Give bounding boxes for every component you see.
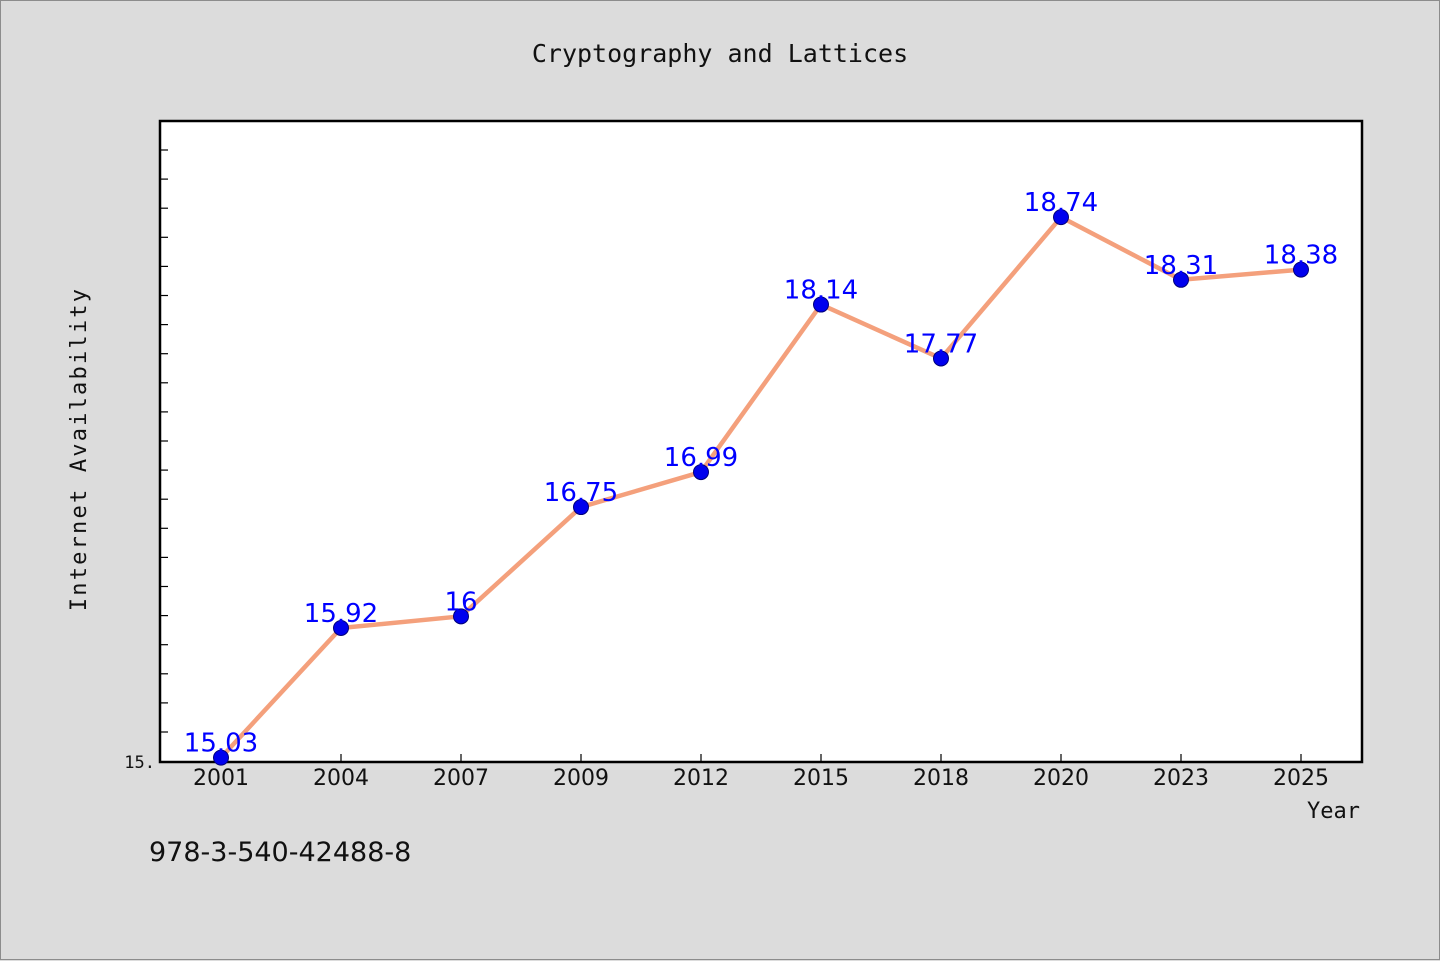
x-tick-label: 2009 bbox=[553, 766, 609, 791]
data-label: 18.38 bbox=[1264, 241, 1338, 271]
data-label: 16 bbox=[444, 587, 477, 617]
data-point bbox=[213, 749, 229, 766]
y-axis-ticks: 15. bbox=[124, 753, 168, 773]
data-point bbox=[453, 608, 469, 625]
data-label: 15.03 bbox=[184, 729, 258, 759]
y-tick-label: 15. bbox=[124, 753, 155, 773]
series-line-group bbox=[218, 214, 1304, 760]
chart-title: Cryptography and Lattices bbox=[532, 39, 908, 68]
series-markers-group bbox=[213, 209, 1309, 766]
x-tick-label: 2004 bbox=[313, 766, 369, 791]
data-point bbox=[933, 350, 949, 367]
data-point bbox=[1173, 271, 1189, 288]
data-point bbox=[1053, 209, 1069, 226]
data-labels-group: 15.03 15.92 16 16.75 16.99 18.14 17.77 18.74 18.… bbox=[184, 188, 1338, 758]
x-tick-label: 2018 bbox=[913, 766, 969, 791]
x-axis-ticks: 2001 2004 2007 2009 2012 2015 2018 2020 2023 2025 bbox=[193, 754, 1329, 791]
data-point bbox=[693, 464, 709, 481]
x-tick-label: 2023 bbox=[1153, 766, 1209, 791]
x-tick-label: 2025 bbox=[1273, 766, 1329, 791]
x-tick-label: 2020 bbox=[1033, 766, 1089, 791]
data-label: 16.75 bbox=[544, 478, 618, 508]
isbn-text: 978-3-540-42488-8 bbox=[149, 837, 412, 868]
data-label: 17.77 bbox=[904, 329, 978, 359]
y-axis-minor-ticks bbox=[160, 149, 168, 733]
x-tick-label: 2012 bbox=[673, 766, 729, 791]
x-tick-label: 2007 bbox=[433, 766, 489, 791]
x-tick-label: 2001 bbox=[193, 766, 249, 791]
data-point bbox=[813, 296, 829, 313]
y-axis-label: Internet Availability bbox=[67, 287, 92, 611]
data-point bbox=[333, 619, 349, 636]
data-label: 15.92 bbox=[304, 599, 378, 629]
x-tick-label: 2015 bbox=[793, 766, 849, 791]
series-line bbox=[218, 214, 1304, 760]
data-label: 16.99 bbox=[664, 443, 738, 473]
data-label: 18.31 bbox=[1144, 251, 1218, 281]
data-point bbox=[573, 499, 589, 516]
plot-area bbox=[158, 119, 1364, 764]
data-label: 18.14 bbox=[784, 276, 858, 306]
data-point bbox=[1293, 261, 1309, 278]
x-axis-label: Year bbox=[1307, 799, 1360, 824]
data-label: 18.74 bbox=[1024, 188, 1098, 218]
